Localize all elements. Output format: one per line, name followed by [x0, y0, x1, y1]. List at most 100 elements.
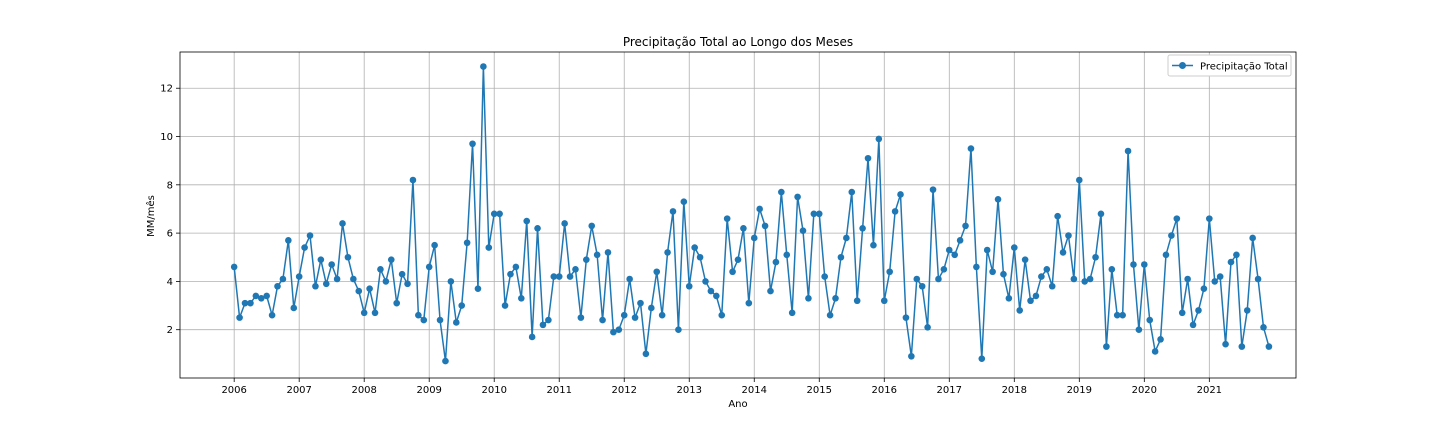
- data-point: [902, 314, 910, 321]
- data-point: [945, 246, 953, 254]
- data-point: [339, 220, 346, 227]
- data-point: [1130, 261, 1137, 268]
- data-point: [973, 263, 980, 271]
- data-point: [891, 208, 899, 215]
- data-point: [566, 273, 574, 280]
- data-point: [274, 282, 281, 290]
- data-point: [610, 328, 617, 336]
- x-axis: 2006 2007 2008 2009 2010 2011 2012 2013 2014 2015…: [221, 378, 1222, 396]
- data-point: [713, 292, 720, 300]
- data-point: [918, 282, 926, 290]
- data-point: [680, 198, 688, 206]
- data-point: [1081, 278, 1089, 285]
- data-point: [1151, 348, 1159, 355]
- data-point: [729, 268, 736, 276]
- data-point: [1070, 275, 1078, 283]
- x-tick-label: 2014: [742, 385, 767, 396]
- legend-marker-sample: [1179, 62, 1186, 69]
- data-point: [545, 316, 552, 324]
- data-point: [577, 314, 585, 321]
- data-point: [1038, 273, 1045, 280]
- y-tick-label: 8: [167, 180, 173, 191]
- x-tick-label: 2011: [546, 385, 571, 396]
- data-point: [344, 253, 352, 261]
- data-point: [501, 302, 509, 309]
- data-point: [306, 232, 314, 239]
- data-point: [561, 220, 568, 227]
- data-point: [691, 244, 698, 251]
- data-point: [897, 191, 904, 198]
- data-point: [1260, 323, 1267, 331]
- data-point: [263, 292, 270, 300]
- data-point: [604, 249, 612, 256]
- data-point: [908, 352, 915, 360]
- data-point: [474, 285, 482, 292]
- data-point: [393, 299, 401, 307]
- data-point: [442, 357, 449, 365]
- y-tick-label: 6: [167, 229, 173, 240]
- data-point: [1211, 278, 1219, 285]
- data-point: [371, 309, 379, 317]
- legend-label: Precipitação Total: [1200, 62, 1288, 73]
- data-point: [247, 299, 254, 307]
- data-point: [1173, 215, 1181, 222]
- data-point: [290, 304, 298, 312]
- data-point: [870, 241, 877, 249]
- data-point: [631, 314, 639, 321]
- data-point: [268, 311, 276, 319]
- x-tick-label: 2010: [481, 385, 506, 396]
- data-point: [387, 256, 395, 263]
- data-point: [718, 311, 726, 319]
- data-point: [555, 273, 563, 280]
- data-point: [1092, 253, 1099, 261]
- data-point: [382, 278, 390, 285]
- data-point: [615, 326, 623, 334]
- y-axis-label: MM/mês: [145, 195, 157, 237]
- plot-frame: [179, 51, 1297, 379]
- data-point: [1054, 212, 1061, 220]
- data-point: [1222, 340, 1229, 348]
- data-point: [355, 287, 363, 295]
- data-point: [983, 246, 991, 254]
- data-point: [463, 239, 471, 247]
- data-point: [935, 275, 942, 283]
- data-point: [452, 319, 460, 326]
- data-point: [1065, 232, 1072, 239]
- data-point: [523, 217, 531, 225]
- data-point: [864, 154, 872, 162]
- x-tick-label: 2016: [872, 385, 897, 396]
- data-point: [1119, 311, 1126, 319]
- data-point: [295, 273, 303, 280]
- data-point: [1103, 343, 1110, 350]
- data-point: [1233, 251, 1240, 259]
- data-point: [707, 287, 715, 295]
- data-point: [648, 304, 655, 312]
- x-tick-label: 2012: [612, 385, 637, 396]
- data-point: [436, 316, 444, 324]
- data-point: [951, 251, 958, 259]
- data-point: [593, 251, 601, 259]
- data-point: [978, 355, 986, 362]
- data-point: [815, 210, 823, 218]
- data-point: [696, 253, 704, 261]
- data-point: [637, 299, 644, 307]
- data-point: [767, 287, 774, 295]
- data-point: [669, 208, 677, 215]
- data-point: [1249, 234, 1256, 242]
- data-point: [469, 140, 476, 148]
- data-point: [1157, 336, 1164, 343]
- data-point: [1200, 285, 1208, 292]
- data-point: [1216, 273, 1224, 280]
- data-point: [572, 266, 579, 273]
- data-point: [962, 222, 969, 230]
- data-point: [783, 251, 791, 259]
- data-point: [886, 268, 893, 276]
- data-point: [241, 299, 249, 307]
- data-point: [924, 323, 931, 331]
- data-point: [702, 278, 709, 285]
- data-point: [496, 210, 503, 218]
- data-point: [653, 268, 661, 276]
- data-point: [420, 316, 428, 324]
- data-point: [1076, 176, 1083, 184]
- legend-box: [1167, 54, 1292, 77]
